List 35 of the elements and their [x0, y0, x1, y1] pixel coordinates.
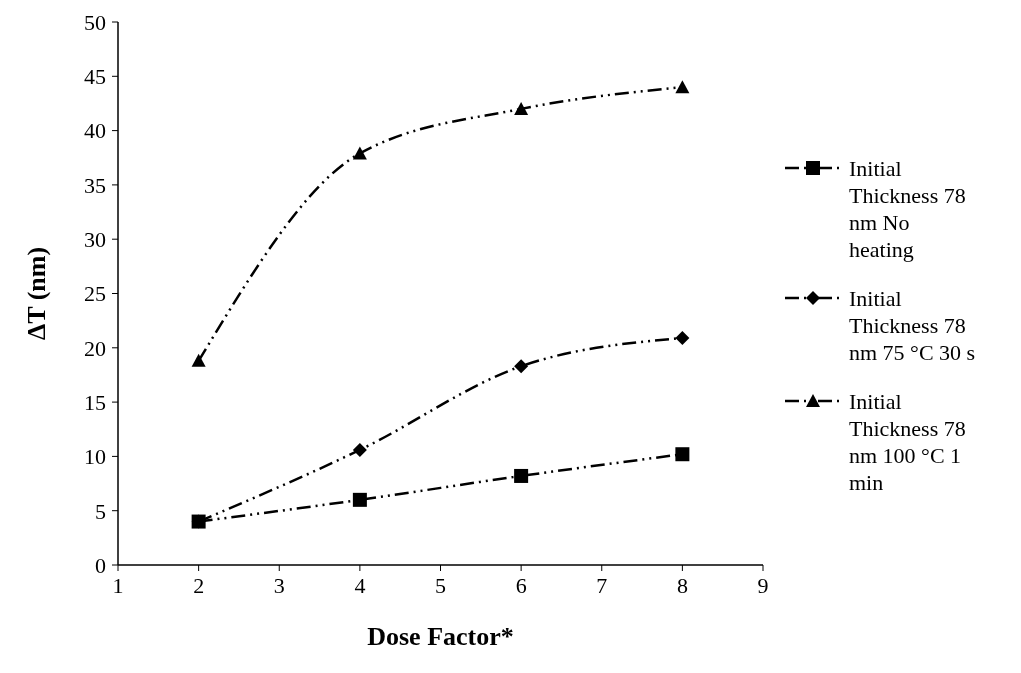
- y-tick-label: 10: [84, 444, 106, 470]
- x-tick-label: 7: [596, 572, 608, 598]
- x-tick-label: 6: [515, 572, 527, 598]
- x-tick-label: 4: [354, 572, 366, 598]
- y-tick-label: 50: [84, 9, 106, 35]
- point: [675, 80, 690, 94]
- y-tick-label: 45: [84, 64, 106, 90]
- x-tick-label: 1: [112, 572, 124, 598]
- y-tick-label: 20: [84, 335, 106, 361]
- y-tick-label: 15: [84, 389, 106, 415]
- x-tick-label: 5: [435, 572, 446, 598]
- x-tick-label: 3: [273, 572, 285, 598]
- y-tick-label: 25: [84, 281, 106, 307]
- point: [675, 447, 690, 462]
- legend-label: Initial Thickness 78 nm 75 °C 30 s: [849, 285, 977, 366]
- point: [514, 101, 529, 115]
- y-tick-label: 0: [95, 552, 106, 578]
- x-tick-label: 9: [757, 572, 769, 598]
- point: [675, 331, 690, 346]
- point: [514, 468, 529, 483]
- legend-label: Initial Thickness 78 nm 100 °C 1 min: [849, 388, 967, 496]
- y-tick-label: 5: [95, 498, 106, 524]
- y-tick-label: 35: [84, 172, 106, 198]
- point: [191, 353, 206, 367]
- y-axis-title: ΔT (nm): [22, 246, 52, 341]
- point: [352, 442, 367, 457]
- x-tick-label: 2: [193, 572, 205, 598]
- point: [514, 359, 529, 374]
- x-tick-label: 8: [676, 572, 688, 598]
- point: [352, 492, 367, 507]
- point: [352, 146, 367, 160]
- y-tick-label: 40: [84, 118, 106, 144]
- y-tick-label: 30: [84, 227, 106, 253]
- legend-label: Initial Thickness 78 nm No heating: [849, 155, 967, 263]
- x-axis-title: Dose Factor*: [367, 622, 514, 651]
